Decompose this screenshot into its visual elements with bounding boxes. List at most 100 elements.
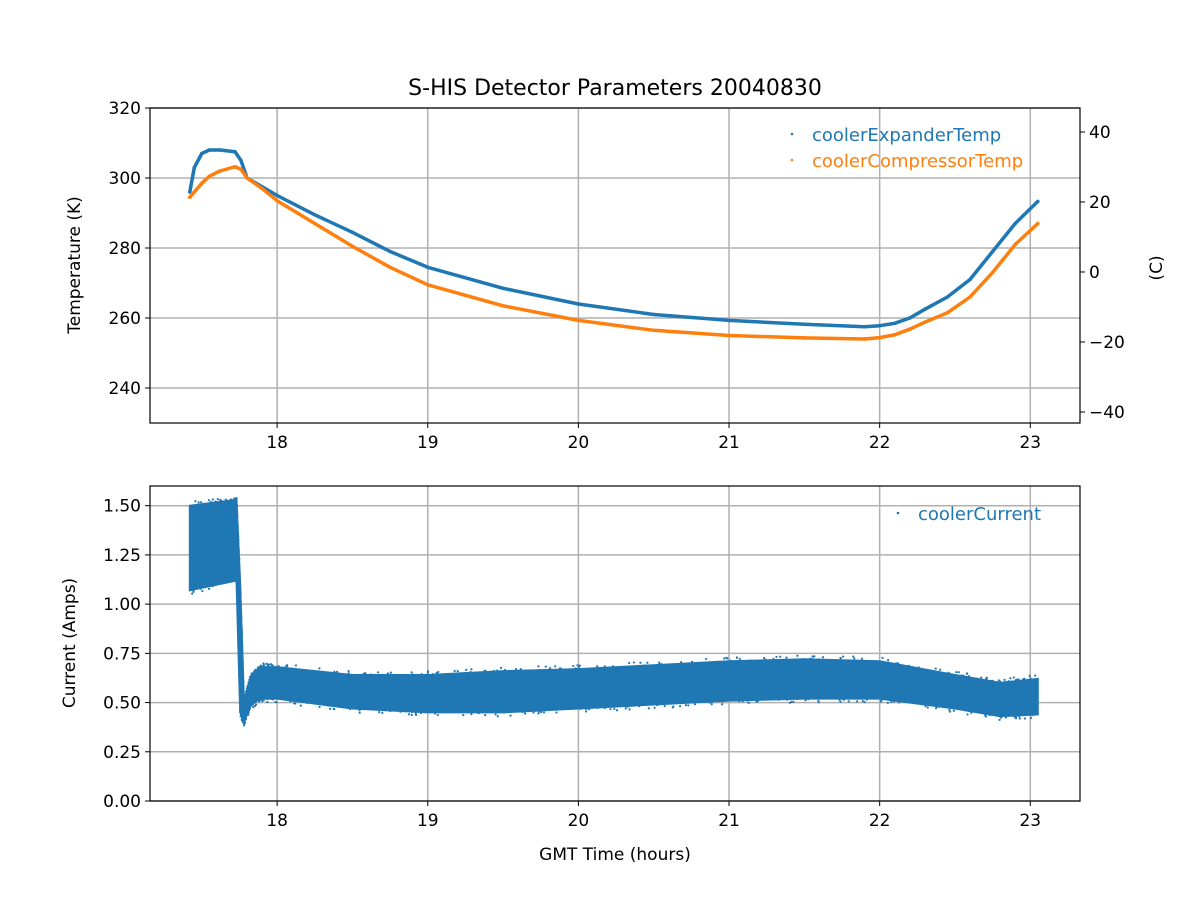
data-point-coolerExpanderTemp (1013, 221, 1018, 226)
top-x-tick-label: 20 (568, 433, 590, 453)
chart-title: S-HIS Detector Parameters 20040830 (408, 76, 822, 101)
data-point-coolerCurrent (603, 706, 606, 710)
top-legend: coolerExpanderTemp coolerCompressorTemp (790, 125, 1023, 172)
data-point-coolerCurrent (721, 703, 724, 706)
data-point-coolerCurrent (746, 699, 749, 702)
data-point-coolerCurrent (886, 701, 890, 705)
data-point-coolerCurrent (656, 704, 659, 707)
data-point-coolerCurrent (1028, 674, 1031, 678)
bottom-legend: coolerCurrent (896, 504, 1041, 525)
top-y-tick-label: 260 (109, 309, 141, 329)
data-point-coolerCompressorTemp (945, 310, 950, 315)
data-point-coolerCurrent (274, 700, 277, 704)
data-point-coolerCompressorTemp (727, 333, 731, 338)
data-point-coolerCurrent (470, 712, 473, 716)
data-point-coolerCurrent (998, 718, 1001, 721)
data-point-coolerCompressorTemp (350, 244, 355, 249)
data-point-coolerCurrent (200, 501, 203, 504)
data-point-coolerCurrent (435, 672, 439, 675)
data-point-coolerCurrent (503, 711, 506, 714)
data-point-coolerCurrent (271, 665, 274, 669)
data-point-coolerCurrent (229, 498, 233, 501)
data-point-coolerCurrent (410, 713, 413, 717)
data-point-coolerCompressorTemp (862, 337, 867, 341)
data-point-coolerCurrent (509, 714, 512, 717)
data-point-coolerCurrent (710, 701, 713, 704)
data-point-coolerCompressorTemp (501, 303, 505, 308)
data-point-coolerExpanderTemp (862, 324, 867, 329)
data-point-coolerCurrent (237, 641, 240, 645)
data-point-coolerCurrent (389, 709, 392, 713)
data-point-coolerCurrent (625, 705, 628, 708)
data-point-coolerCurrent (235, 499, 238, 502)
bottom-x-tick-label: 21 (718, 811, 740, 831)
data-point-coolerCurrent (270, 697, 273, 701)
bottom-y-tick-label: 0.00 (103, 792, 141, 812)
data-point-coolerCurrent (947, 671, 950, 674)
data-point-coolerCurrent (779, 655, 782, 658)
bottom-y-tick-label: 1.25 (103, 546, 141, 566)
data-point-coolerCurrent (554, 665, 557, 668)
data-point-coolerCurrent (235, 503, 238, 506)
data-point-coolerCurrent (329, 707, 332, 710)
data-point-coolerCurrent (294, 664, 298, 667)
data-point-coolerCurrent (542, 711, 546, 714)
data-point-coolerExpanderTemp (275, 193, 279, 198)
data-point-coolerCurrent (687, 704, 690, 707)
bottom-y-tick-label: 0.50 (103, 694, 141, 714)
data-point-coolerCurrent (741, 700, 744, 703)
data-point-coolerCurrent (244, 690, 248, 693)
data-point-coolerCurrent (638, 705, 641, 708)
data-point-coolerCurrent (957, 671, 960, 674)
data-point-coolerCompressorTemp (968, 295, 972, 299)
data-point-coolerCurrent (239, 591, 242, 594)
data-point-coolerCurrent (1018, 715, 1021, 718)
data-point-coolerCurrent (1029, 716, 1033, 720)
data-point-coolerCurrent (786, 698, 789, 701)
data-point-coolerCurrent (262, 664, 265, 667)
data-point-coolerCurrent (453, 669, 456, 673)
top-axes-frame (149, 107, 1081, 424)
data-point-coolerCurrent (559, 667, 562, 670)
data-point-coolerCompressorTemp (1036, 221, 1040, 226)
data-point-coolerExpanderTemp (312, 212, 317, 217)
top-x-tick-label: 22 (869, 433, 891, 453)
data-point-coolerCurrent (886, 658, 890, 662)
bottom-y-tick-label: 0.75 (103, 644, 141, 664)
data-point-coolerCurrent (246, 686, 249, 689)
data-point-coolerCurrent (962, 674, 965, 677)
data-point-coolerCurrent (738, 657, 741, 661)
data-point-coolerCurrent (801, 658, 805, 661)
data-point-coolerCompressorTemp (312, 221, 317, 226)
data-point-coolerCurrent (242, 680, 245, 683)
data-point-coolerCurrent (347, 670, 350, 673)
data-point-coolerExpanderTemp (350, 230, 355, 235)
data-point-coolerCurrent (817, 658, 820, 661)
data-point-coolerCurrent (1031, 713, 1034, 717)
bottom-x-tick-label: 18 (266, 811, 288, 831)
data-point-coolerExpanderTemp (239, 158, 243, 163)
data-point-coolerCurrent (796, 697, 799, 701)
data-point-coolerCurrent (410, 710, 413, 714)
data-point-coolerCurrent (762, 656, 766, 660)
data-point-coolerCurrent (434, 712, 437, 715)
data-point-coolerCurrent (737, 700, 741, 703)
data-point-coolerCurrent (587, 708, 591, 711)
legend-marker-expander (790, 132, 794, 136)
data-point-coolerCurrent (358, 709, 361, 712)
data-point-coolerExpanderTemp (388, 249, 392, 254)
data-point-coolerCurrent (764, 658, 767, 661)
data-point-coolerCurrent (716, 660, 719, 663)
data-point-coolerCurrent (1010, 680, 1013, 683)
data-point-coolerCompressorTemp (207, 174, 212, 179)
data-point-coolerCurrent (660, 662, 663, 666)
bottom-x-tick-label: 23 (1019, 811, 1041, 831)
data-point-coolerCurrent (503, 668, 507, 672)
data-point-coolerCurrent (856, 700, 859, 703)
data-point-coolerCurrent (211, 584, 214, 588)
top-right-y-tick-label: −40 (1089, 403, 1125, 423)
data-point-coolerCurrent (1023, 677, 1026, 681)
data-point-coolerCompressorTemp (990, 270, 995, 275)
data-point-coolerCurrent (643, 664, 646, 667)
